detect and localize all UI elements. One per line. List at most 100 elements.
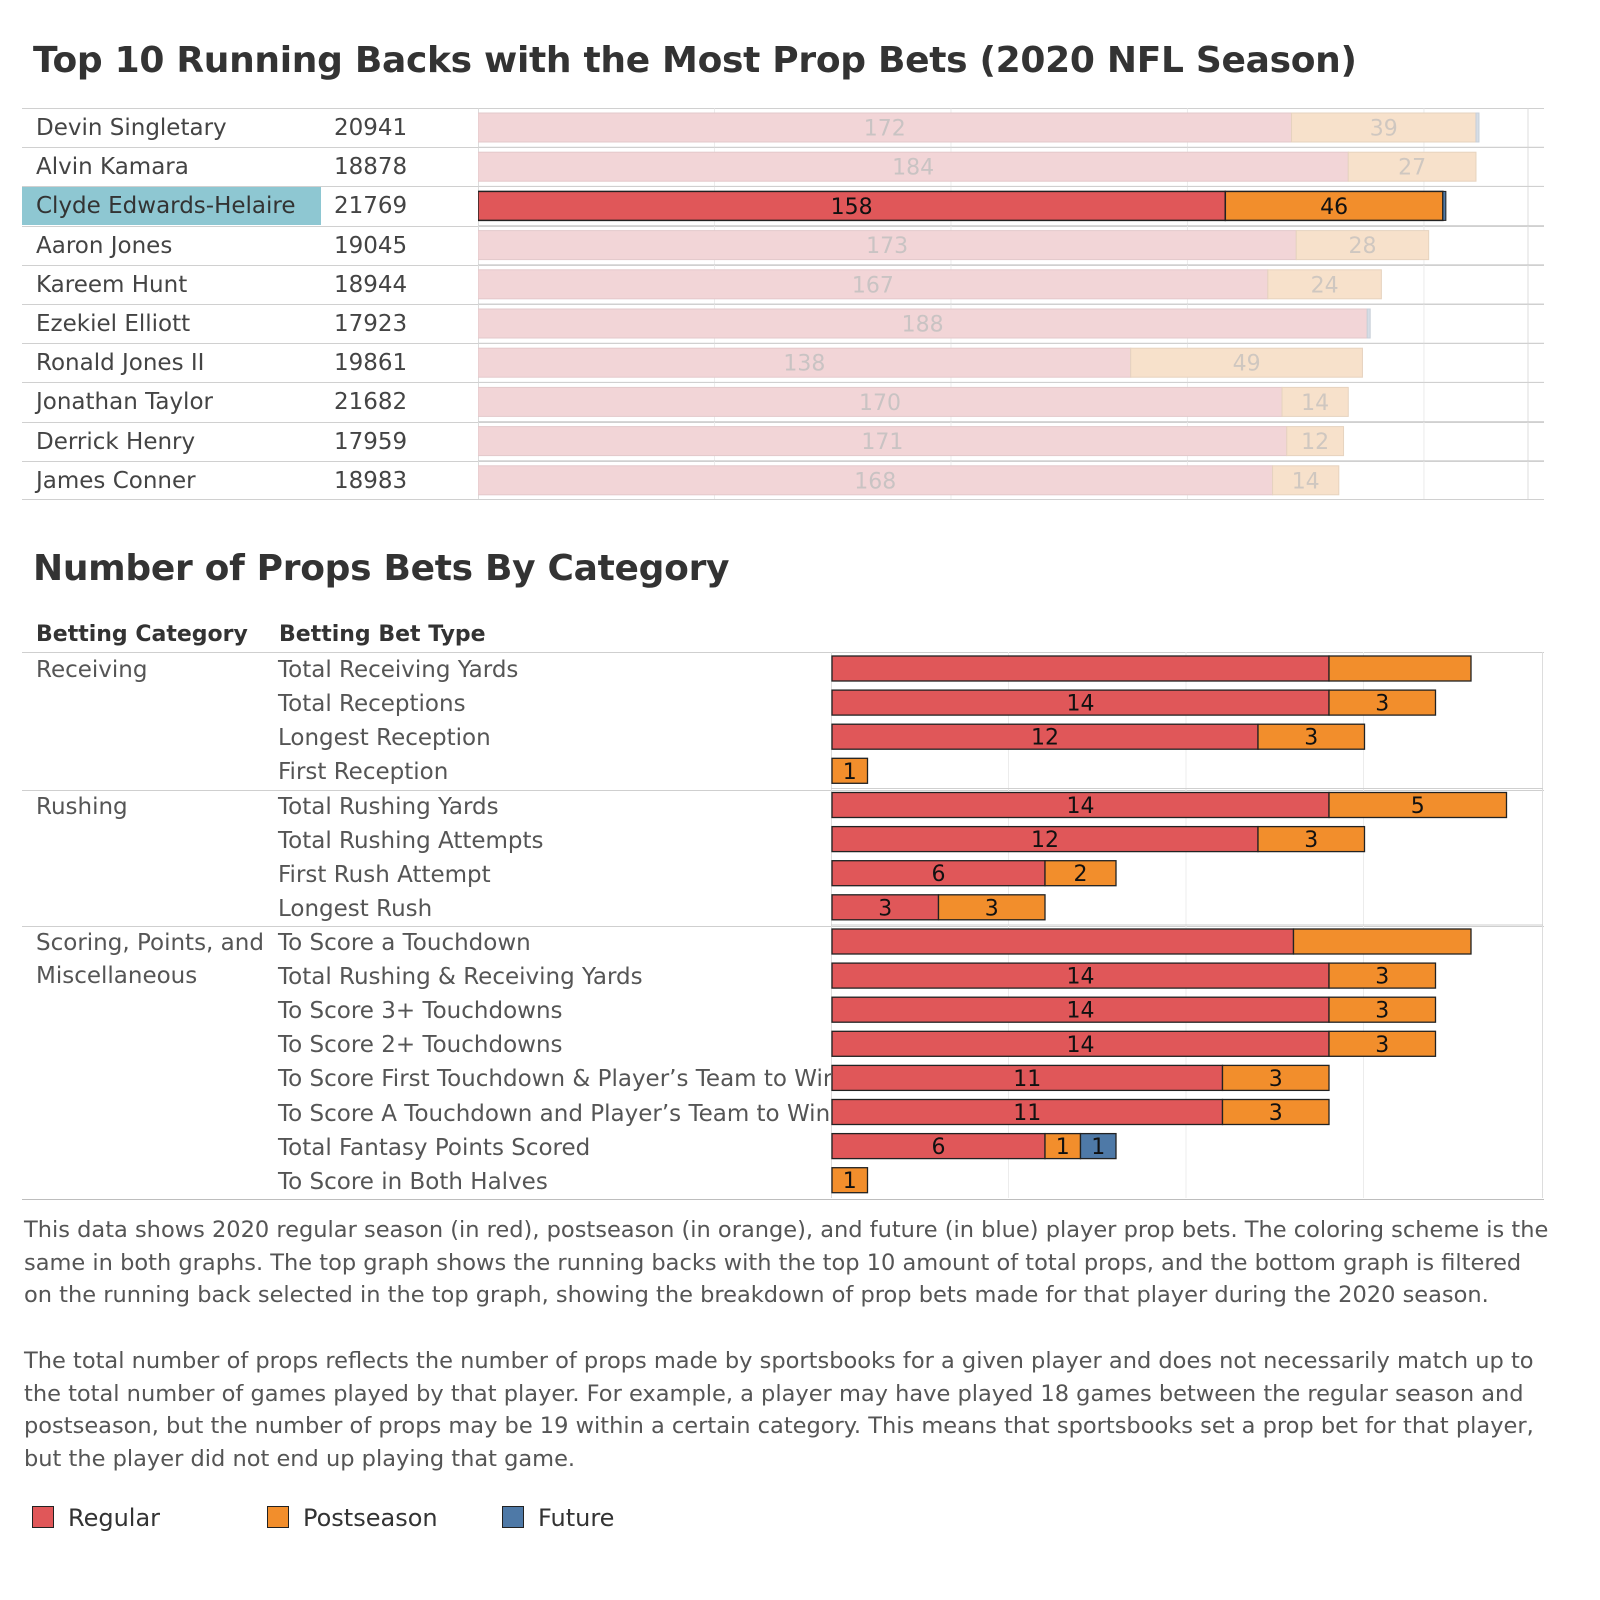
bar-regular-ronald-jones-ii <box>478 347 1132 378</box>
category-group-separator <box>22 789 1544 791</box>
player-name[interactable]: Devin Singletary <box>36 115 227 141</box>
bar-postseason-first-reception <box>831 757 869 784</box>
bar-postseason-to-score-a-touchdown <box>1292 928 1472 955</box>
bar-label-regular-longest-reception: 12 <box>1031 726 1059 751</box>
bar-label-regular-aaron-jones: 173 <box>866 234 908 259</box>
bar-postseason-to-score-3-touchdowns <box>1328 996 1437 1023</box>
player-count: 21769 <box>334 193 408 220</box>
bar-label-regular-to-score-2-touchdowns: 14 <box>1067 1033 1095 1058</box>
player-count: 18944 <box>334 271 408 298</box>
bar-label-postseason-to-score-3-touchdowns: 3 <box>1375 999 1389 1024</box>
betting-category-label: Receiving <box>36 657 148 683</box>
player-name[interactable]: Derrick Henry <box>36 428 196 455</box>
player-count: 18983 <box>334 467 408 494</box>
legend-swatch-future <box>502 1506 524 1528</box>
player-count: 19045 <box>334 232 408 259</box>
bar-postseason-longest-reception <box>1257 723 1366 750</box>
bar-regular-to-score-first-touchdown-player-s-team-to-win <box>831 1064 1224 1092</box>
bar-label-regular-to-score-3-touchdowns: 14 <box>1067 999 1095 1024</box>
bar-regular-longest-reception <box>831 723 1259 750</box>
bar-label-regular-clyde-edwards-helaire: 158 <box>831 195 873 220</box>
bar-regular-alvin-kamara <box>478 151 1349 182</box>
bar-regular-longest-rush <box>831 894 940 921</box>
category-table: Receiving Total Receiving Yards Total Rece… <box>22 652 1544 1200</box>
player-row-aaron-jones[interactable]: Aaron Jones 19045 <box>22 225 1544 265</box>
bar-label-postseason-to-score-first-touchdown-player-s-team-to-win: 3 <box>1269 1067 1283 1092</box>
bar-label-regular-total-rushing-attempts: 12 <box>1031 828 1059 853</box>
legend-swatch-regular <box>32 1506 54 1528</box>
bar-regular-total-receptions <box>831 689 1330 716</box>
bet-type-label: To Score a Touchdown <box>278 930 531 956</box>
bar-label-postseason-alvin-kamara: 27 <box>1398 156 1426 181</box>
bar-label-regular-longest-rush: 3 <box>878 896 892 921</box>
player-name[interactable]: Aaron Jones <box>36 232 173 259</box>
bar-regular-clyde-edwards-helaire <box>478 190 1227 222</box>
bar-label-regular-alvin-kamara: 184 <box>892 156 934 181</box>
bar-label-postseason-first-rush-attempt: 2 <box>1074 862 1088 887</box>
bar-label-postseason-clyde-edwards-helaire: 46 <box>1320 195 1348 220</box>
bar-postseason-to-score-in-both-halves <box>831 1167 869 1194</box>
bar-postseason-derrick-henry <box>1286 426 1345 457</box>
bar-label-postseason-longest-reception: 3 <box>1304 726 1318 751</box>
bar-label-postseason-first-reception: 1 <box>843 760 857 785</box>
bar-label-regular-total-fantasy-points-scored: 6 <box>932 1135 946 1160</box>
bar-regular-total-rushing-attempts <box>831 825 1259 853</box>
player-name[interactable]: James Conner <box>36 467 196 494</box>
bar-label-postseason-total-rushing-attempts: 3 <box>1304 828 1318 853</box>
bet-type-label: Total Rushing Attempts <box>278 827 544 854</box>
bet-type-label: Total Receiving Yards <box>278 657 519 683</box>
bar-label-postseason-james-conner: 14 <box>1292 469 1320 494</box>
player-name[interactable]: Jonathan Taylor <box>36 389 213 416</box>
bar-postseason-total-rushing-receiving-yards <box>1328 962 1437 989</box>
player-name[interactable]: Ronald Jones II <box>36 350 205 377</box>
bar-regular-total-fantasy-points-scored <box>831 1132 1046 1160</box>
description-note-1: This data shows 2020 regular season (in … <box>24 1217 1549 1308</box>
bar-postseason-jonathan-taylor <box>1281 386 1349 417</box>
bar-regular-total-receiving-yards <box>831 655 1330 682</box>
betting-category-label: Miscellaneous <box>36 963 198 989</box>
top-chart-title: Top 10 Running Backs with the Most Prop … <box>33 40 1357 81</box>
player-name[interactable]: Kareem Hunt <box>36 271 188 298</box>
bar-regular-james-conner <box>478 465 1274 496</box>
player-count: 17923 <box>334 311 408 337</box>
bottom-chart-title: Number of Props Bets By Category <box>33 548 730 589</box>
bar-label-regular-to-score-first-touchdown-player-s-team-to-win: 11 <box>1013 1067 1041 1092</box>
bet-type-label: Total Fantasy Points Scored <box>278 1134 591 1161</box>
bar-postseason-total-rushing-attempts <box>1257 825 1366 853</box>
bar-postseason-james-conner <box>1272 465 1340 496</box>
bar-label-regular-james-conner: 168 <box>854 469 896 494</box>
bar-regular-to-score-2-touchdowns <box>831 1030 1330 1057</box>
bar-regular-jonathan-taylor <box>478 386 1283 417</box>
bet-type-label: To Score 3+ Touchdowns <box>278 998 563 1025</box>
bar-label-postseason-total-fantasy-points-scored: 1 <box>1056 1135 1070 1160</box>
legend-label-regular: Regular <box>68 1504 161 1532</box>
bar-label-postseason-aaron-jones: 28 <box>1348 234 1376 259</box>
bar-label-postseason-to-score-a-touchdown-and-player-s-team-to-win: 3 <box>1269 1101 1283 1126</box>
bet-type-label: First Rush Attempt <box>278 861 491 888</box>
bar-label-postseason-kareem-hunt: 24 <box>1311 273 1339 298</box>
bar-postseason-longest-rush <box>937 894 1046 921</box>
player-count: 20941 <box>334 115 408 141</box>
bar-label-postseason-derrick-henry: 12 <box>1301 430 1329 455</box>
bar-label-postseason-to-score-in-both-halves: 1 <box>843 1169 857 1194</box>
bar-label-regular-total-rushing-yards: 14 <box>1067 794 1095 819</box>
bar-regular-derrick-henry <box>478 426 1288 457</box>
bar-label-regular-jonathan-taylor: 170 <box>859 391 901 416</box>
bar-regular-devin-singletary <box>478 112 1293 143</box>
bar-label-postseason-total-receptions: 3 <box>1375 692 1389 717</box>
player-name[interactable]: Alvin Kamara <box>36 154 189 181</box>
bar-label-postseason-total-rushing-receiving-yards: 3 <box>1375 965 1389 990</box>
betting-bet-type-header: Betting Bet Type <box>279 622 486 647</box>
player-name[interactable]: Ezekiel Elliott <box>36 311 191 337</box>
bet-type-label: To Score in Both Halves <box>278 1168 548 1195</box>
bar-label-regular-first-rush-attempt: 6 <box>932 862 946 887</box>
bar-label-regular-derrick-henry: 171 <box>861 430 903 455</box>
bar-label-future-total-fantasy-points-scored: 1 <box>1091 1135 1105 1160</box>
bar-label-regular-total-receptions: 14 <box>1067 692 1095 717</box>
bar-postseason-ronald-jones-ii <box>1130 347 1363 378</box>
description-note-2: The total number of props reflects the n… <box>24 1348 1534 1472</box>
player-name[interactable]: Clyde Edwards-Helaire <box>22 187 321 226</box>
bar-future-ezekiel-elliott <box>1366 308 1371 339</box>
bar-regular-kareem-hunt <box>478 269 1269 300</box>
bet-type-label: Longest Rush <box>278 895 433 922</box>
